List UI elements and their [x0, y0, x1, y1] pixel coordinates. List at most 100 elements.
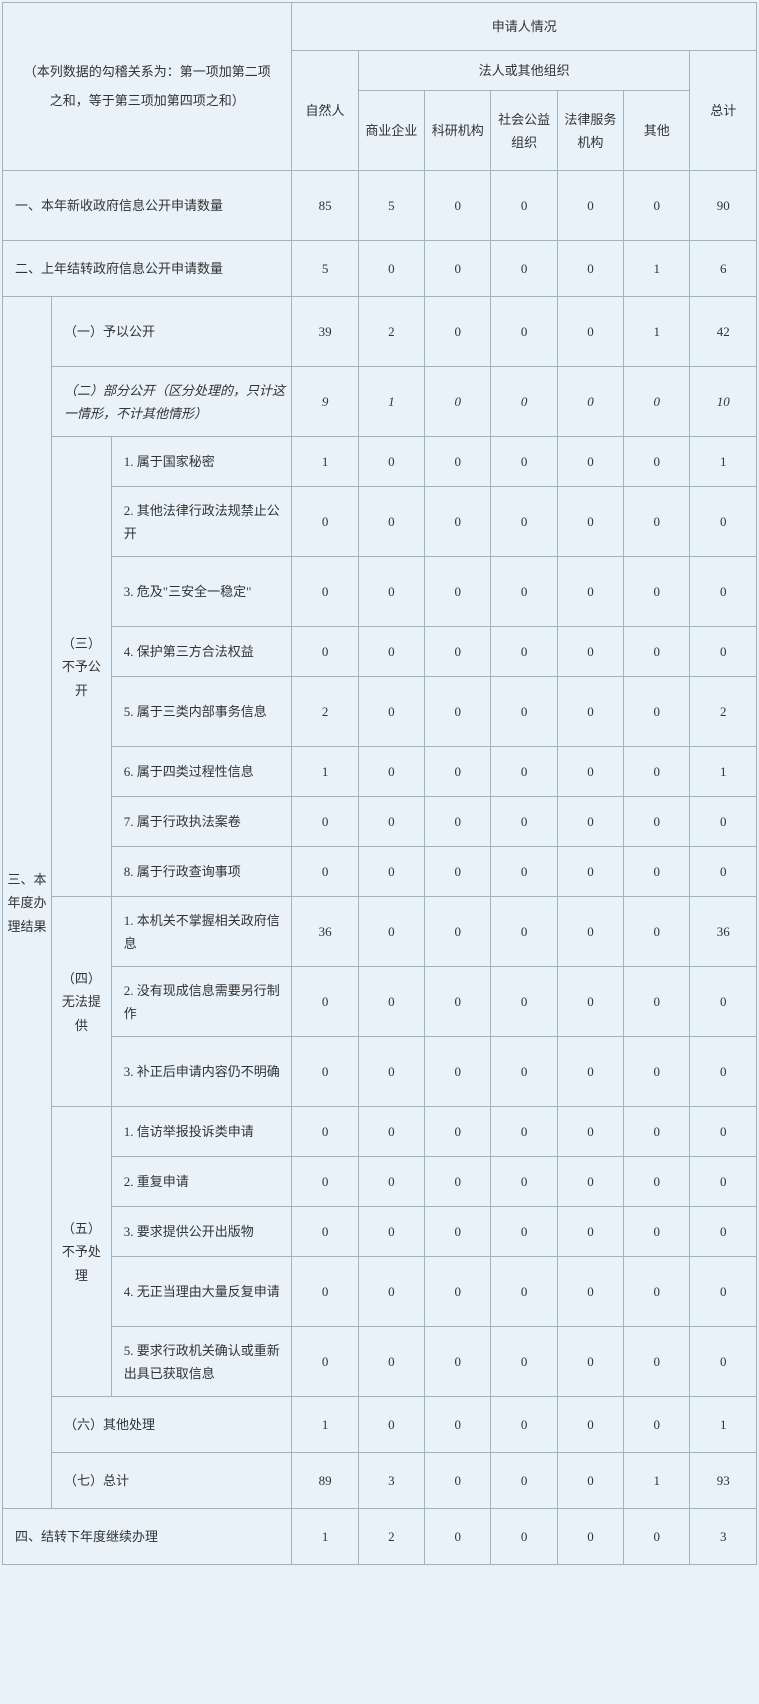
- cell: 0: [292, 1037, 358, 1107]
- cell: 1: [690, 747, 757, 797]
- cell: 0: [358, 797, 424, 847]
- cell: 1: [690, 437, 757, 487]
- row-3-5-2-label: 2. 重复申请: [111, 1157, 292, 1207]
- cell: 0: [358, 557, 424, 627]
- cell: 0: [557, 1157, 623, 1207]
- cell: 0: [358, 1157, 424, 1207]
- row-3-3-5-label: 5. 属于三类内部事务信息: [111, 677, 292, 747]
- cell: 0: [358, 1207, 424, 1257]
- row-1-label: 一、本年新收政府信息公开申请数量: [3, 171, 292, 241]
- cell: 0: [624, 1509, 690, 1565]
- cell: 0: [690, 1257, 757, 1327]
- cell: 0: [425, 1207, 491, 1257]
- cell: 0: [292, 557, 358, 627]
- cell: 0: [425, 1107, 491, 1157]
- cell: 0: [690, 557, 757, 627]
- cell: 1: [292, 1509, 358, 1565]
- cell: 0: [358, 241, 424, 297]
- cell: 0: [557, 1327, 623, 1397]
- disclosure-statistics-table: （本列数据的勾稽关系为：第一项加第二项之和，等于第三项加第四项之和） 申请人情况…: [2, 2, 757, 1565]
- cell: 42: [690, 297, 757, 367]
- cell: 0: [491, 437, 557, 487]
- row-3-2-label: （二）部分公开（区分处理的，只计这一情形，不计其他情形）: [51, 367, 291, 437]
- cell: 0: [358, 897, 424, 967]
- cell: 10: [690, 367, 757, 437]
- row-3-5-1-label: 1. 信访举报投诉类申请: [111, 1107, 292, 1157]
- cell: 0: [624, 847, 690, 897]
- cell: 0: [557, 1397, 623, 1453]
- cell: 0: [425, 557, 491, 627]
- cell: 0: [557, 1037, 623, 1107]
- cell: 0: [491, 897, 557, 967]
- cell: 85: [292, 171, 358, 241]
- cell: 1: [292, 747, 358, 797]
- header-natural-person: 自然人: [292, 51, 358, 171]
- cell: 0: [624, 1157, 690, 1207]
- cell: 0: [624, 487, 690, 557]
- cell: 0: [624, 747, 690, 797]
- row-3-6-label: （六）其他处理: [51, 1397, 291, 1453]
- cell: 89: [292, 1453, 358, 1509]
- row-3-4-2-label: 2. 没有现成信息需要另行制作: [111, 967, 292, 1037]
- cell: 6: [690, 241, 757, 297]
- row-2-label: 二、上年结转政府信息公开申请数量: [3, 241, 292, 297]
- cell: 0: [690, 1207, 757, 1257]
- row-4-label: 四、结转下年度继续办理: [3, 1509, 292, 1565]
- cell: 0: [491, 797, 557, 847]
- row-3-3-3-label: 3. 危及"三安全一稳定": [111, 557, 292, 627]
- row-3-3-8-label: 8. 属于行政查询事项: [111, 847, 292, 897]
- cell: 1: [292, 1397, 358, 1453]
- cell: 0: [358, 1107, 424, 1157]
- row-3-3-6-label: 6. 属于四类过程性信息: [111, 747, 292, 797]
- row-3-3-7-label: 7. 属于行政执法案卷: [111, 797, 292, 847]
- cell: 0: [425, 1397, 491, 1453]
- cell: 0: [557, 437, 623, 487]
- row-3-5-4-label: 4. 无正当理由大量反复申请: [111, 1257, 292, 1327]
- cell: 0: [425, 1453, 491, 1509]
- cell: 0: [425, 677, 491, 747]
- cell: 0: [557, 487, 623, 557]
- cell: 0: [557, 1257, 623, 1327]
- cell: 36: [690, 897, 757, 967]
- cell: 90: [690, 171, 757, 241]
- cell: 0: [425, 797, 491, 847]
- cell: 0: [624, 1327, 690, 1397]
- row-3-4-3-label: 3. 补正后申请内容仍不明确: [111, 1037, 292, 1107]
- cell: 0: [690, 1107, 757, 1157]
- cell: 0: [358, 487, 424, 557]
- cell: 0: [292, 1327, 358, 1397]
- cell: 0: [690, 1157, 757, 1207]
- cell: 2: [690, 677, 757, 747]
- cell: 0: [624, 1397, 690, 1453]
- cell: 0: [425, 367, 491, 437]
- cell: 0: [358, 437, 424, 487]
- cell: 0: [690, 847, 757, 897]
- cell: 0: [425, 627, 491, 677]
- row-3-3-group-label: （三）不予公开: [51, 437, 111, 897]
- header-legal-org: 法人或其他组织: [358, 51, 690, 91]
- cell: 0: [491, 1327, 557, 1397]
- cell: 0: [491, 297, 557, 367]
- cell: 0: [624, 437, 690, 487]
- cell: 0: [557, 1453, 623, 1509]
- cell: 0: [491, 1257, 557, 1327]
- row-3-1-label: （一）予以公开: [51, 297, 291, 367]
- cell: 0: [557, 171, 623, 241]
- cell: 1: [624, 297, 690, 367]
- header-commercial: 商业企业: [358, 91, 424, 171]
- header-other: 其他: [624, 91, 690, 171]
- cell: 0: [491, 241, 557, 297]
- cell: 0: [557, 1207, 623, 1257]
- cell: 0: [491, 1037, 557, 1107]
- cell: 0: [624, 367, 690, 437]
- cell: 0: [491, 1509, 557, 1565]
- cell: 0: [491, 627, 557, 677]
- row-3-5-group-label: （五）不予处理: [51, 1107, 111, 1397]
- cell: 36: [292, 897, 358, 967]
- cell: 0: [557, 297, 623, 367]
- cell: 0: [557, 241, 623, 297]
- row-3-3-2-label: 2. 其他法律行政法规禁止公开: [111, 487, 292, 557]
- cell: 0: [358, 1327, 424, 1397]
- cell: 0: [358, 847, 424, 897]
- cell: 0: [557, 847, 623, 897]
